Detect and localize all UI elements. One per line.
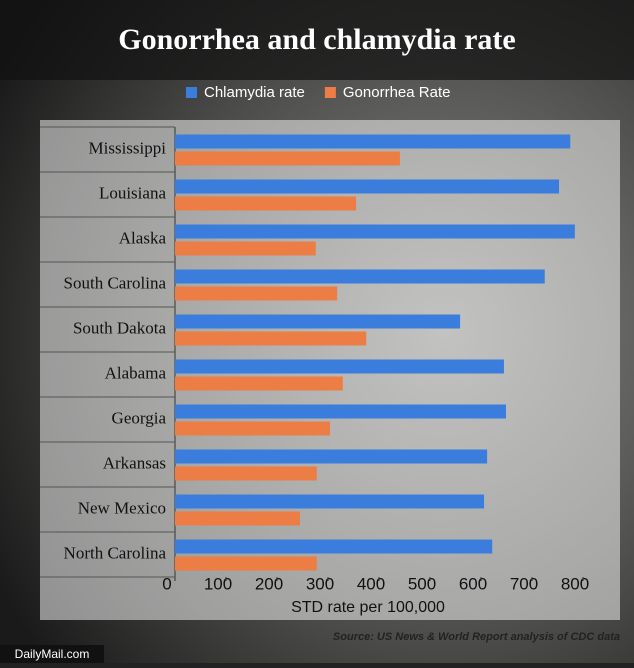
- y-tick-label: Mississippi: [89, 138, 167, 157]
- y-tick-label: Louisiana: [99, 183, 166, 202]
- bar: [175, 151, 400, 166]
- x-tick-label: 400: [357, 574, 385, 593]
- legend-label: Chlamydia rate: [204, 84, 305, 101]
- bar: [175, 179, 560, 194]
- bar: [175, 404, 506, 419]
- y-tick-label: Alaska: [119, 228, 167, 247]
- y-tick-label: Arkansas: [103, 453, 166, 472]
- logo: DailyMail.com: [15, 647, 90, 661]
- y-tick-label: Georgia: [112, 408, 167, 427]
- x-tick-label: 0: [162, 574, 171, 593]
- y-tick-label: South Dakota: [73, 318, 166, 337]
- legend-swatch: [324, 87, 336, 98]
- bar: [175, 269, 545, 284]
- bar: [175, 421, 331, 436]
- x-tick-label: 500: [408, 574, 436, 593]
- x-tick-label: 100: [204, 574, 232, 593]
- bar: [175, 511, 300, 526]
- y-tick-label: South Carolina: [64, 273, 167, 292]
- legend-label: Gonorrhea Rate: [343, 84, 451, 101]
- bar: [175, 224, 575, 239]
- x-tick-label: 200: [255, 574, 283, 593]
- header-band: [0, 0, 634, 80]
- bar: [175, 376, 343, 391]
- bar: [175, 449, 488, 464]
- bar: [175, 196, 357, 211]
- chart-title: Gonorrhea and chlamydia rate: [118, 23, 516, 56]
- y-tick-label: Alabama: [105, 363, 167, 382]
- bar: [175, 134, 571, 149]
- bar: [175, 241, 316, 256]
- bar: [175, 331, 367, 346]
- bar: [175, 286, 338, 301]
- x-tick-label: 800: [561, 574, 589, 593]
- legend-swatch: [186, 87, 197, 98]
- x-tick-label: 700: [510, 574, 538, 593]
- bar: [175, 466, 317, 481]
- y-tick-label: New Mexico: [78, 498, 166, 517]
- bar: [175, 359, 504, 374]
- bar: [175, 539, 493, 554]
- bar: [175, 556, 317, 571]
- x-tick-label: 600: [459, 574, 487, 593]
- x-axis-title: STD rate per 100,000: [291, 599, 445, 616]
- y-tick-label: North Carolina: [64, 543, 167, 562]
- source: Source: US News & World Report analysis …: [333, 631, 620, 643]
- x-tick-label: 300: [306, 574, 334, 593]
- bar: [175, 494, 485, 509]
- logo-box: [0, 645, 104, 663]
- bar: [175, 314, 461, 329]
